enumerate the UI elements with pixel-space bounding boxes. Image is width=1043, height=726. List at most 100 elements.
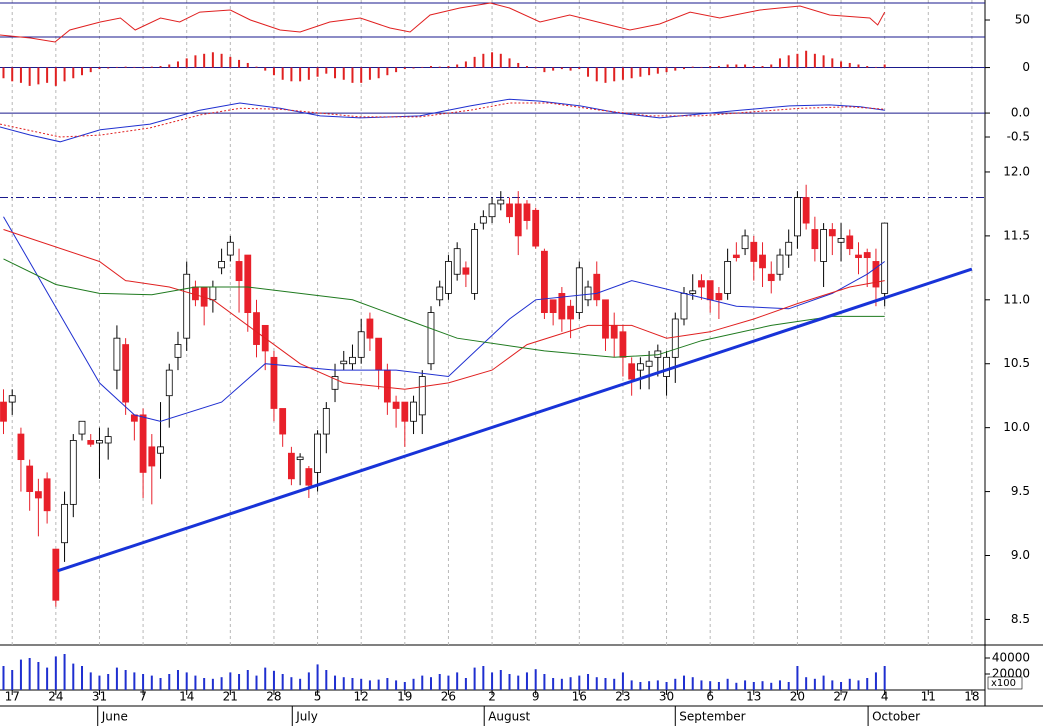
bar bbox=[761, 681, 764, 690]
candle-body bbox=[514, 203, 522, 237]
x-tick-label: 14 bbox=[179, 690, 194, 704]
bar bbox=[307, 67, 310, 80]
candle-body bbox=[506, 203, 513, 218]
bar bbox=[54, 656, 57, 690]
bar bbox=[752, 66, 755, 68]
candle-body bbox=[479, 216, 487, 224]
candle-body bbox=[8, 395, 16, 403]
series-line bbox=[57, 267, 973, 573]
bar bbox=[115, 667, 118, 690]
unit-box bbox=[987, 676, 1023, 690]
bar bbox=[168, 64, 171, 68]
bar bbox=[464, 61, 467, 68]
bar bbox=[89, 67, 92, 73]
bar bbox=[377, 67, 380, 79]
bar bbox=[159, 66, 162, 68]
candle-body bbox=[567, 305, 574, 320]
bar bbox=[246, 62, 249, 68]
candle-body bbox=[602, 299, 609, 339]
candle-body bbox=[741, 235, 749, 250]
candle-body bbox=[846, 235, 854, 250]
bar bbox=[429, 677, 432, 690]
bar bbox=[229, 56, 232, 68]
bar bbox=[613, 67, 616, 82]
bar bbox=[656, 67, 659, 74]
candle-body bbox=[671, 318, 679, 358]
bar bbox=[578, 675, 581, 690]
bar bbox=[735, 64, 738, 68]
bar bbox=[709, 681, 712, 690]
bar bbox=[717, 66, 720, 68]
x-tick-label: 6 bbox=[706, 690, 714, 704]
candle-body bbox=[314, 433, 321, 473]
candle-body bbox=[69, 440, 77, 505]
series-line bbox=[0, 102, 885, 138]
candle-body bbox=[549, 299, 557, 313]
candle-body bbox=[698, 280, 705, 288]
bar bbox=[883, 666, 886, 690]
candle-body bbox=[287, 452, 295, 480]
bar bbox=[307, 672, 310, 690]
bar bbox=[2, 67, 5, 79]
candle-body bbox=[418, 376, 426, 416]
bar bbox=[648, 681, 651, 690]
bar bbox=[272, 670, 275, 690]
candle-body bbox=[96, 440, 103, 444]
bar bbox=[72, 663, 75, 690]
candle-body bbox=[34, 491, 42, 499]
bar bbox=[805, 50, 808, 68]
bar bbox=[761, 66, 764, 68]
bar bbox=[482, 666, 485, 690]
bar bbox=[142, 67, 145, 69]
bar bbox=[342, 677, 345, 690]
bar bbox=[674, 678, 677, 690]
bar bbox=[604, 678, 607, 690]
bar bbox=[674, 67, 677, 71]
candle-body bbox=[322, 408, 330, 435]
bar bbox=[665, 682, 668, 690]
bar bbox=[517, 675, 520, 690]
candle-body bbox=[78, 420, 86, 435]
x-tick-label: 5 bbox=[314, 690, 322, 704]
candle-body bbox=[253, 312, 260, 345]
bar bbox=[107, 674, 110, 690]
month-label: October bbox=[872, 710, 920, 724]
bar bbox=[334, 67, 337, 79]
month-label: June bbox=[101, 710, 128, 724]
bar bbox=[63, 654, 66, 690]
bar bbox=[203, 53, 206, 68]
y-tick-label: 10.0 bbox=[1003, 420, 1030, 434]
y-tick-label: 11.5 bbox=[1003, 228, 1030, 242]
bar bbox=[19, 659, 22, 690]
bar bbox=[37, 67, 40, 85]
bar bbox=[98, 675, 101, 690]
bar bbox=[63, 67, 66, 82]
bar bbox=[639, 67, 642, 77]
bar bbox=[220, 677, 223, 690]
y-tick-label: 11.0 bbox=[1003, 292, 1030, 306]
bar bbox=[421, 675, 424, 690]
candle-body bbox=[392, 401, 400, 409]
bar bbox=[770, 64, 773, 68]
bar bbox=[299, 67, 302, 82]
candle-body bbox=[532, 209, 540, 247]
bar bbox=[194, 675, 197, 690]
candle-body bbox=[209, 286, 217, 301]
bar bbox=[368, 67, 371, 80]
candle-body bbox=[855, 254, 862, 259]
bar bbox=[176, 670, 179, 690]
bar bbox=[133, 672, 136, 690]
candle-body bbox=[619, 331, 627, 358]
bar bbox=[325, 670, 328, 690]
x-tick-label: 12 bbox=[354, 690, 369, 704]
candle-body bbox=[0, 401, 7, 422]
bar bbox=[447, 66, 450, 68]
candle-body bbox=[759, 254, 766, 269]
bar bbox=[874, 66, 877, 68]
candle-body bbox=[87, 440, 95, 445]
bar bbox=[403, 67, 406, 70]
x-tick-label: 7 bbox=[139, 690, 147, 704]
bar bbox=[386, 67, 389, 76]
bar bbox=[377, 679, 380, 690]
candle-body bbox=[593, 273, 601, 301]
